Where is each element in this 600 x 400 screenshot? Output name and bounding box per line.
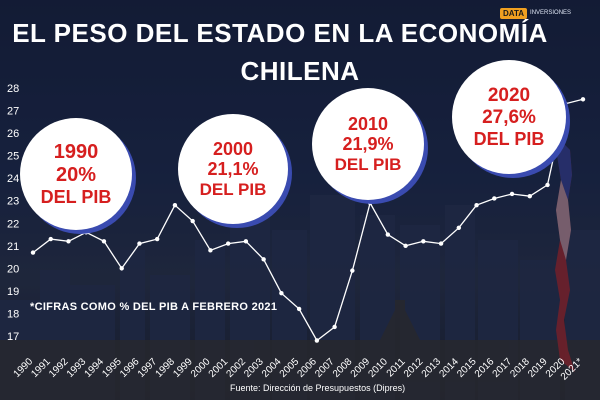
x-tick-label: 1994	[83, 356, 107, 380]
data-point	[474, 203, 479, 208]
x-tick-label: 2003	[242, 356, 266, 380]
x-tick-label: 2012	[402, 356, 426, 380]
data-point	[172, 203, 178, 208]
x-tick-label: 2007	[313, 356, 337, 380]
data-point	[190, 218, 195, 224]
y-tick-label: 18	[7, 308, 19, 320]
data-point	[580, 97, 586, 102]
y-tick-label: 26	[7, 128, 19, 140]
x-tick-label: 2008	[331, 356, 355, 380]
callout-label: DEL PIB	[334, 154, 402, 174]
callout-2000: 2000 21,1% DEL PIB	[178, 114, 288, 224]
data-point	[208, 248, 213, 253]
x-tick-label: 1992	[47, 356, 71, 380]
logo-text: INVERSIONES	[530, 10, 572, 16]
data-point	[456, 225, 462, 230]
data-point	[243, 239, 249, 244]
y-tick-label: 23	[7, 196, 19, 208]
data-point	[527, 194, 532, 199]
x-tick-label: 2002	[225, 356, 249, 380]
x-tick-label: 2015	[455, 356, 479, 380]
logo-badge: DATA	[500, 7, 528, 19]
x-tick-label: 2005	[278, 356, 302, 380]
data-point	[119, 266, 124, 271]
callout-value: 21,9%	[342, 134, 394, 155]
callout-2020: 2020 27,6% DEL PIB	[452, 60, 566, 174]
y-tick-label: 22	[7, 218, 19, 230]
y-tick-label: 21	[7, 241, 19, 253]
y-tick-label: 28	[7, 83, 19, 95]
data-point	[314, 338, 320, 343]
data-point	[385, 232, 391, 237]
chart-title-line-1: EL PESO DEL ESTADO EN LA ECONOMÍA	[12, 18, 548, 48]
data-point	[48, 236, 53, 242]
x-tick-label: 1991	[29, 356, 53, 380]
data-point	[225, 241, 231, 246]
chile-map-icon	[555, 140, 575, 372]
x-tick-label: 1999	[171, 356, 195, 380]
data-point	[332, 324, 337, 330]
callout-year: 2010	[347, 113, 389, 134]
callout-label: DEL PIB	[473, 128, 545, 149]
x-tick-label: 2014	[437, 356, 461, 380]
x-tick-label: 2019	[526, 356, 550, 380]
data-point	[30, 250, 36, 255]
x-tick-label: 2009	[349, 356, 373, 380]
y-tick-label: 20	[7, 263, 19, 275]
data-point	[84, 230, 89, 235]
callout-label: DEL PIB	[40, 186, 112, 207]
x-tick-label: 2000	[189, 356, 213, 380]
data-point	[154, 236, 160, 242]
x-tick-label: 2016	[473, 356, 497, 380]
source-text: Fuente: Dirección de Presupuestos (Dipre…	[230, 383, 406, 393]
data-point	[66, 239, 71, 244]
callout-value: 21,1%	[207, 159, 259, 180]
data-point	[509, 191, 515, 197]
x-tick-label: 1996	[118, 356, 142, 380]
callout-value: 20%	[55, 163, 97, 186]
data-point	[403, 243, 408, 249]
data-point	[296, 306, 302, 312]
data-point	[137, 241, 142, 246]
x-tick-label: 2013	[420, 356, 444, 380]
x-tick-label: 2004	[260, 356, 284, 380]
data-point	[492, 196, 497, 201]
x-tick-label: 2001	[207, 356, 231, 380]
data-point	[101, 239, 107, 244]
data-point	[350, 268, 355, 273]
callout-year: 1990	[53, 140, 99, 163]
y-tick-label: 25	[7, 151, 19, 163]
x-tick-label: 1993	[65, 356, 89, 380]
data-point	[421, 239, 426, 244]
series-line	[32, 98, 584, 342]
x-tick-label: 2018	[508, 356, 532, 380]
y-tick-label: 19	[7, 286, 19, 298]
x-tick-label: 1990	[12, 356, 36, 380]
chart-title-line-2: CHILENA	[240, 56, 360, 86]
y-tick-label: 17	[7, 331, 19, 343]
data-point	[261, 257, 266, 262]
x-tick-label: 1997	[136, 356, 160, 380]
callout-1990: 1990 20% DEL PIB	[20, 118, 132, 230]
callout-value: 27,6%	[482, 106, 536, 128]
data-point	[279, 290, 284, 296]
brand-logo: DATA INVERSIONES	[500, 6, 592, 20]
y-tick-label: 24	[7, 173, 19, 185]
callout-year: 2020	[487, 84, 531, 106]
y-tick-label: 27	[7, 106, 19, 118]
x-tick-label: 2006	[295, 356, 319, 380]
x-tick-label: 1998	[154, 356, 178, 380]
callout-2010: 2010 21,9% DEL PIB	[312, 88, 424, 200]
footnote: *CIFRAS COMO % DEL PIB A FEBRERO 2021	[30, 301, 278, 313]
data-point	[545, 182, 550, 188]
data-point	[438, 241, 444, 246]
x-tick-label: 1995	[100, 356, 124, 380]
data-point	[367, 200, 373, 206]
callout-year: 2000	[212, 138, 254, 159]
x-tick-label: 2017	[491, 356, 515, 380]
x-tick-label: 2010	[366, 356, 390, 380]
callout-label: DEL PIB	[199, 179, 267, 199]
